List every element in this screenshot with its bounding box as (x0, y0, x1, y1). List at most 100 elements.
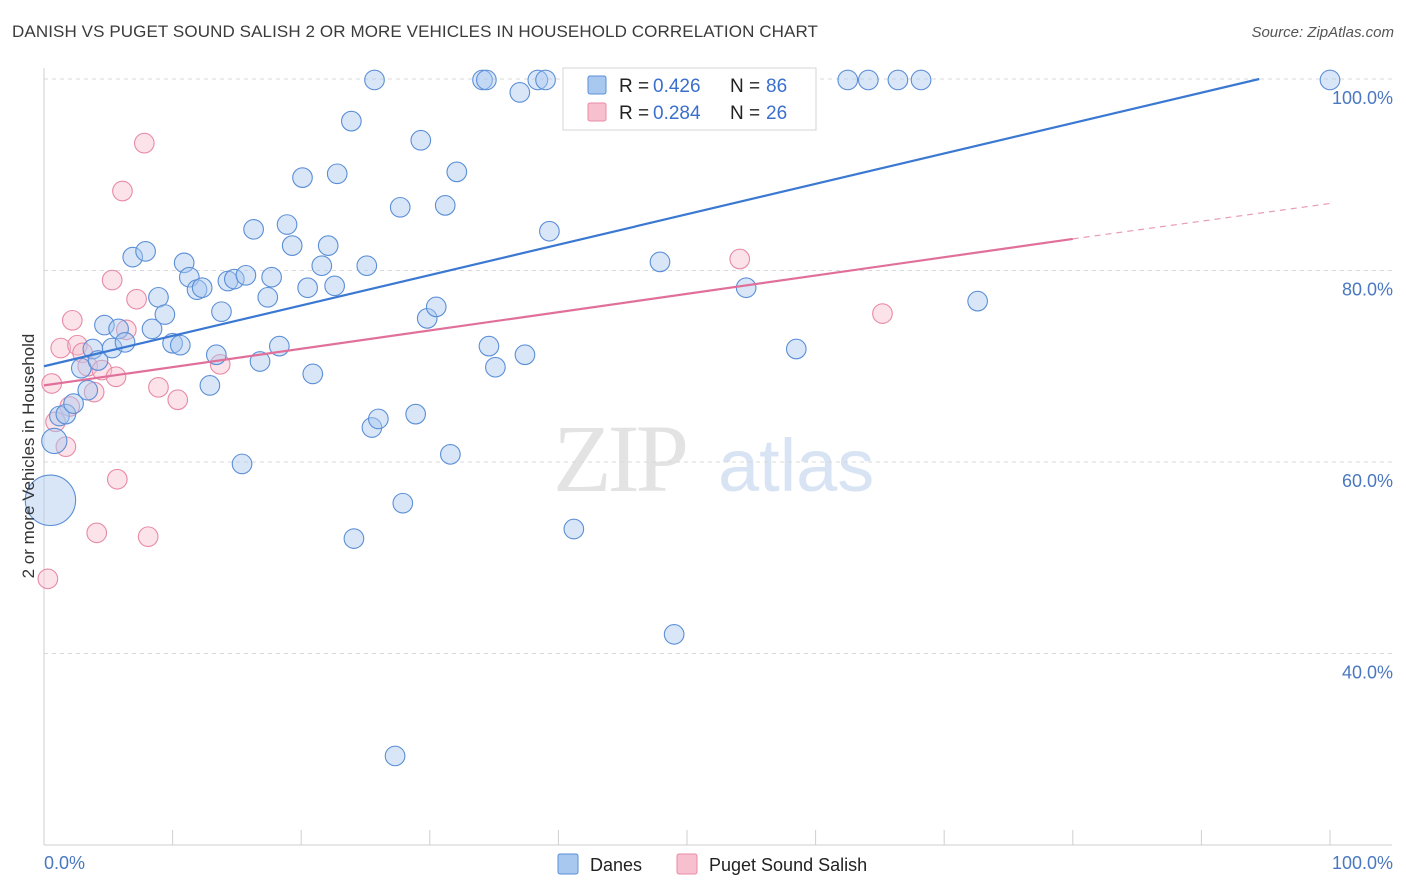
data-point-danes (663, 623, 685, 645)
legend-series: Danes Puget Sound Salish (557, 853, 867, 875)
trend-extension-salish (1072, 202, 1331, 240)
data-point-danes (63, 393, 84, 414)
series-puget-sound-salish (37, 132, 893, 590)
x-tick-label: 100.0% (1332, 853, 1393, 873)
data-point-danes (292, 167, 313, 188)
data-point-danes (326, 163, 348, 185)
data-point-salish (61, 309, 83, 331)
data-point-danes (1319, 69, 1341, 91)
axes (43, 68, 1392, 846)
x-tick-marks (43, 830, 1331, 845)
data-point-danes (199, 375, 221, 396)
data-point-danes (302, 363, 324, 385)
data-point-danes (249, 351, 271, 372)
data-point-danes (405, 403, 427, 425)
data-point-danes (837, 69, 859, 91)
legend-stats: R = 0.426 N = 86 R = 0.284 N = 26 (562, 67, 817, 131)
legend-bottom-swatch-salish (676, 853, 698, 875)
data-point-danes (434, 195, 456, 216)
data-point-danes (446, 161, 468, 183)
data-point-danes (122, 246, 144, 268)
data-point-danes (169, 334, 191, 356)
legend-n-label-salish: N = (730, 103, 760, 124)
data-point-danes (24, 474, 77, 527)
data-point-danes (211, 301, 232, 323)
data-point-danes (392, 492, 414, 514)
data-point-danes (235, 264, 257, 286)
data-point-danes (509, 82, 531, 103)
data-point-salish (86, 522, 108, 544)
data-point-danes (563, 518, 585, 540)
data-point-danes (364, 69, 385, 91)
legend-r-label-danes: R = (619, 76, 649, 97)
data-point-danes (527, 69, 549, 91)
legend-bottom-label-salish: Puget Sound Salish (709, 855, 867, 875)
data-point-salish (37, 568, 59, 590)
data-point-danes (243, 218, 264, 240)
data-point-danes (368, 408, 389, 430)
y-tick-label: 60.0% (1342, 471, 1393, 491)
data-point-danes (910, 69, 932, 91)
y-tick-label: 80.0% (1342, 280, 1393, 300)
data-point-salish (67, 334, 88, 356)
data-point-danes (343, 528, 365, 549)
data-point-danes (361, 417, 383, 438)
data-point-salish (133, 132, 155, 154)
trend-lines (43, 77, 1331, 387)
legend-n-value-danes: 86 (766, 76, 787, 97)
data-point-danes (425, 296, 447, 318)
source-attribution: Source: ZipAtlas.com (1251, 24, 1394, 41)
data-point-salish (137, 526, 159, 548)
watermark-atlas: atlas (718, 424, 874, 507)
data-point-danes (735, 277, 757, 299)
chart-title: DANISH VS PUGET SOUND SALISH 2 OR MORE V… (12, 22, 819, 41)
data-point-danes (476, 69, 497, 91)
data-point-danes (162, 332, 183, 354)
legend-n-label-danes: N = (730, 76, 760, 97)
watermark: ZIP atlas (553, 405, 874, 512)
data-point-salish (45, 411, 66, 433)
data-point-danes (154, 304, 176, 325)
data-point-danes (41, 427, 68, 455)
data-point-danes (485, 356, 506, 378)
legend-r-label-salish: R = (619, 103, 649, 124)
data-point-danes (539, 220, 560, 242)
data-point-danes (514, 344, 536, 366)
data-point-danes (416, 308, 438, 329)
x-tick-labels: 0.0% 100.0% (44, 853, 1393, 873)
data-point-danes (967, 290, 988, 312)
data-point-salish (101, 269, 123, 291)
legend-swatch-danes (587, 75, 607, 95)
data-point-danes (141, 318, 163, 340)
legend-bottom-label-danes: Danes (590, 855, 642, 875)
data-point-danes (887, 69, 909, 91)
data-point-danes (649, 251, 671, 273)
legend-swatch-salish (587, 102, 607, 122)
data-point-danes (77, 379, 99, 401)
data-point-danes (535, 69, 556, 91)
data-point-danes (317, 235, 339, 256)
data-point-danes (276, 214, 298, 235)
data-point-salish (729, 248, 751, 270)
data-point-danes (384, 745, 406, 767)
data-point-danes (108, 318, 129, 340)
x-tick-label: 0.0% (44, 853, 85, 873)
data-point-danes (261, 266, 282, 288)
data-point-danes (311, 255, 333, 277)
data-point-danes (257, 286, 279, 308)
data-point-danes (231, 453, 253, 475)
data-point-salish (167, 389, 189, 411)
data-point-danes (410, 129, 432, 151)
data-point-danes (341, 110, 362, 132)
y-tick-labels: 40.0% 60.0% 80.0% 100.0% (1332, 88, 1393, 683)
trend-line-danes (43, 77, 1260, 368)
series-danes (24, 69, 1341, 767)
data-point-danes (223, 268, 245, 290)
data-point-danes (785, 338, 807, 360)
y-tick-label: 100.0% (1332, 88, 1393, 108)
data-point-danes (478, 335, 500, 357)
data-point-danes (389, 196, 411, 218)
data-point-salish (872, 303, 893, 324)
data-point-danes (281, 235, 303, 256)
